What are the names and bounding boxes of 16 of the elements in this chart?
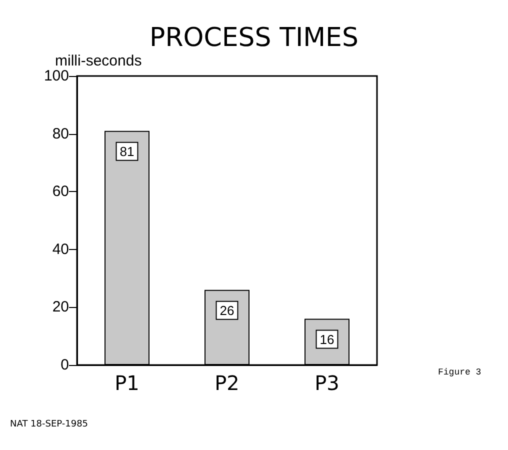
y-axis-title: milli-seconds [55,52,142,70]
x-tick-label: P2 [214,371,240,395]
x-tick-label: P3 [314,371,340,395]
y-tick-label: 40 [52,240,69,258]
x-tick-label: P1 [114,371,140,395]
y-tick-label: 80 [52,125,69,142]
y-tick-label: 100 [44,68,69,84]
y-tick-label: 20 [52,298,69,316]
caption: Figure 3 [438,368,482,378]
chart-title: PROCESS TIMES [150,23,358,53]
data-label: 26 [220,302,234,318]
y-tick-label: 60 [52,183,69,200]
y-tick-label: 0 [60,356,69,374]
text: NAT 18-SEP-1985 [10,420,88,430]
data-label: 16 [320,332,334,347]
data-label: 81 [120,144,134,159]
